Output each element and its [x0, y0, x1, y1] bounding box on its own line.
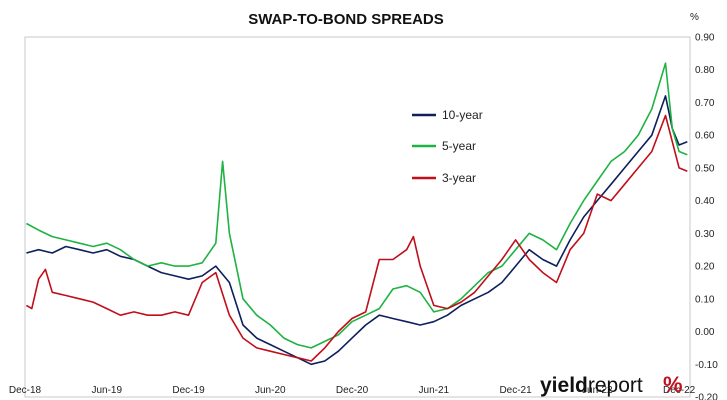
- y-tick-label: 0.40: [695, 196, 715, 207]
- y-axis-unit: %: [690, 12, 699, 23]
- legend-label-3-year: 3-year: [442, 171, 476, 185]
- svg-text:yieldreport: yieldreport: [540, 374, 643, 397]
- y-tick-label: 0.90: [695, 33, 715, 44]
- y-tick-label: 0.20: [695, 262, 715, 273]
- legend-label-10-year: 10-year: [442, 108, 483, 122]
- x-tick-label: Dec-19: [172, 385, 205, 396]
- legend: 10-year 5-year 3-year: [412, 108, 483, 185]
- series-line-3-year: [25, 114, 688, 362]
- chart-title: SWAP-TO-BOND SPREADS: [248, 11, 444, 28]
- y-tick-label: -0.10: [695, 360, 718, 371]
- plot-area: [24, 36, 691, 398]
- y-tick-label: 0.80: [695, 65, 715, 76]
- logo-text-report: report: [588, 374, 643, 397]
- logo-percent-icon: %: [663, 372, 683, 397]
- y-axis-ticks: 0.90 0.80 0.70 0.60 0.50 0.40 0.30 0.20 0.10 0.00…: [695, 33, 718, 400]
- x-tick-label: Jun-21: [419, 385, 450, 396]
- y-tick-label: 0.30: [695, 229, 715, 240]
- x-tick-label: Dec-21: [499, 385, 532, 396]
- x-tick-label: Jun-19: [91, 385, 122, 396]
- x-tick-label: Jun-22: [582, 385, 613, 396]
- x-tick-label: Dec-20: [336, 385, 369, 396]
- x-tick-label: Dec-22: [663, 385, 696, 396]
- x-axis-ticks: Dec-18 Jun-19 Dec-19 Jun-20 Dec-20 Jun-21 Dec-…: [9, 385, 696, 396]
- series-line-10-year: [26, 95, 688, 366]
- legend-label-5-year: 5-year: [442, 139, 476, 153]
- logo-text-yield: yield: [540, 374, 588, 397]
- y-tick-label: 0.70: [695, 98, 715, 109]
- series-lines: [25, 62, 688, 366]
- y-tick-label: 0.60: [695, 131, 715, 142]
- x-tick-label: Jun-20: [255, 385, 286, 396]
- y-tick-label: 0.10: [695, 294, 715, 305]
- y-tick-label: 0.00: [695, 327, 715, 338]
- series-line-5-year: [26, 62, 688, 349]
- y-tick-label: -0.20: [695, 393, 718, 400]
- x-tick-label: Dec-18: [9, 385, 42, 396]
- yieldreport-logo: yieldreport %: [540, 372, 683, 397]
- y-tick-label: 0.50: [695, 163, 715, 174]
